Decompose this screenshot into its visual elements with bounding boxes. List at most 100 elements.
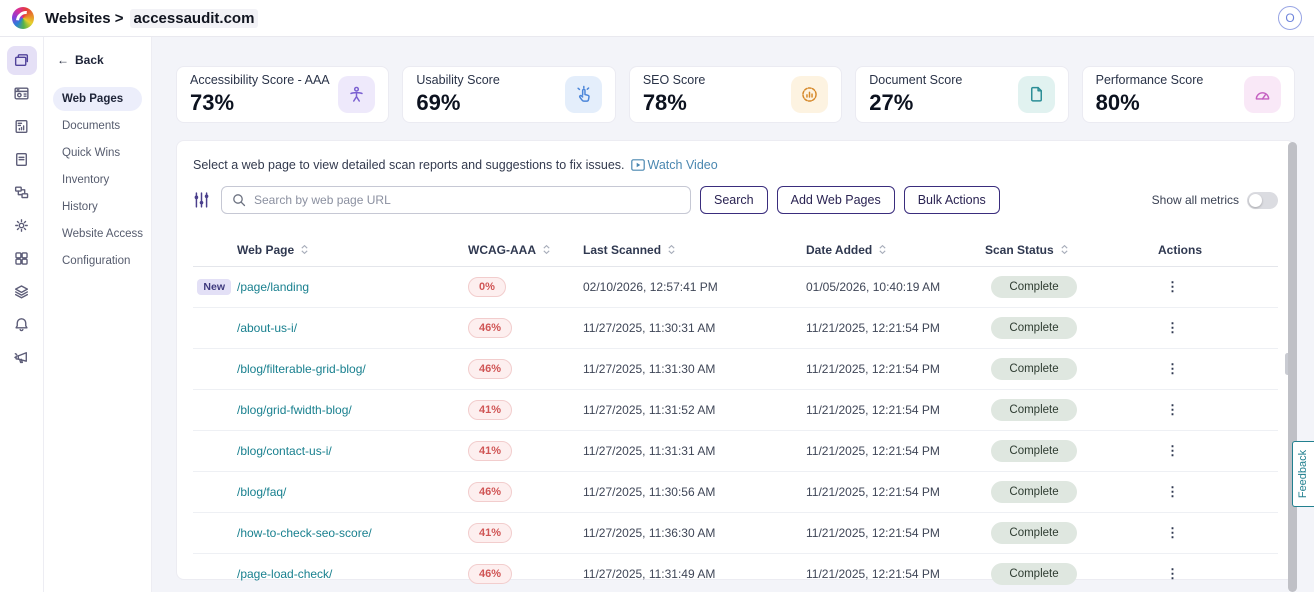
sitemap-icon[interactable] [7, 178, 37, 207]
web-pages-table: Web Page WCAG-AAA Last Scanned Date Adde… [193, 233, 1278, 592]
webpage-link[interactable]: /blog/grid-fwidth-blog/ [237, 403, 352, 417]
sidebar-item-configuration[interactable]: Configuration [62, 255, 131, 267]
column-header-date-added[interactable]: Date Added [806, 243, 985, 257]
card-label: Accessibility Score - AAA [190, 72, 330, 87]
card-value: 69% [416, 89, 461, 115]
accessibility-icon [338, 75, 376, 113]
last-scanned-value: 11/27/2025, 11:31:30 AM [583, 362, 716, 376]
row-actions-kebab-icon[interactable]: ⋮ [1166, 279, 1179, 294]
row-actions-kebab-icon[interactable]: ⋮ [1166, 484, 1179, 499]
row-actions-kebab-icon[interactable]: ⋮ [1166, 402, 1179, 417]
user-avatar[interactable]: O [1278, 6, 1302, 30]
report-icon[interactable] [7, 112, 37, 141]
webpage-link[interactable]: /blog/contact-us-i/ [237, 444, 332, 458]
sidebar-item-history[interactable]: History [62, 201, 98, 213]
row-actions-kebab-icon[interactable]: ⋮ [1166, 443, 1179, 458]
last-scanned-value: 11/27/2025, 11:31:52 AM [583, 403, 716, 417]
row-actions-kebab-icon[interactable]: ⋮ [1166, 525, 1179, 540]
scan-status-badge: Complete [991, 317, 1077, 339]
webpage-link[interactable]: /blog/filterable-grid-blog/ [237, 362, 366, 376]
show-all-metrics-label: Show all metrics [1151, 193, 1239, 207]
wcag-score-badge: 46% [468, 564, 513, 584]
wcag-score-badge: 46% [468, 318, 513, 338]
sidebar-item-inventory[interactable]: Inventory [62, 174, 110, 186]
scan-status-badge: Complete [991, 358, 1077, 380]
bell-icon[interactable] [7, 310, 37, 339]
table-row: /blog/contact-us-i/ 41% 11/27/2025, 11:3… [193, 431, 1278, 472]
sidebar-item-web-pages[interactable]: Web Pages [53, 87, 142, 111]
last-scanned-value: 11/27/2025, 11:36:30 AM [583, 526, 716, 540]
add-web-pages-button[interactable]: Add Web Pages [776, 186, 895, 214]
seo-score-card: SEO Score 78% [628, 66, 843, 123]
webpage-link[interactable]: /blog/faq/ [237, 485, 287, 499]
settings-icon[interactable] [7, 211, 37, 240]
sidebar-item-quick-wins[interactable]: Quick Wins [62, 147, 121, 159]
webpage-link[interactable]: /about-us-i/ [237, 321, 298, 335]
sidebar-item-website-access[interactable]: Website Access [62, 228, 143, 240]
breadcrumb-domain: accessaudit.com [129, 8, 259, 28]
row-actions-kebab-icon[interactable]: ⋮ [1166, 361, 1179, 376]
megaphone-icon[interactable] [7, 343, 37, 372]
pointer-click-icon [564, 75, 602, 113]
table-row: /blog/filterable-grid-blog/ 46% 11/27/20… [193, 349, 1278, 390]
sort-icon [667, 244, 676, 255]
last-scanned-value: 02/10/2026, 12:57:41 PM [583, 280, 718, 294]
sidebar-item-documents[interactable]: Documents [62, 120, 121, 132]
video-icon [630, 159, 645, 171]
scan-status-badge: Complete [991, 481, 1077, 503]
show-all-metrics-toggle[interactable] [1247, 191, 1278, 209]
search-icon [233, 194, 246, 207]
feedback-tab[interactable]: Feedback [1292, 441, 1314, 507]
last-scanned-value: 11/27/2025, 11:31:31 AM [583, 444, 716, 458]
app-logo-icon [12, 7, 34, 29]
apps-grid-icon[interactable] [7, 244, 37, 273]
column-header-wcag-aaa[interactable]: WCAG-AAA [462, 243, 583, 257]
date-added-value: 11/21/2025, 12:21:54 PM [806, 321, 940, 335]
breadcrumb-section: Websites > [45, 9, 124, 27]
column-header-last-scanned[interactable]: Last Scanned [583, 243, 806, 257]
row-actions-kebab-icon[interactable]: ⋮ [1166, 566, 1179, 581]
search-input[interactable] [254, 193, 680, 207]
column-header-web-page[interactable]: Web Page [237, 243, 462, 257]
page-scrollbar[interactable] [1288, 142, 1297, 592]
search-button[interactable]: Search [700, 186, 768, 214]
row-actions-kebab-icon[interactable]: ⋮ [1166, 320, 1179, 335]
web-pages-icon[interactable] [6, 46, 37, 75]
bulk-actions-button[interactable]: Bulk Actions [903, 186, 1000, 214]
watch-video-link[interactable]: Watch Video [630, 158, 718, 172]
webpage-link[interactable]: /page-load-check/ [237, 567, 333, 581]
date-added-value: 11/21/2025, 12:21:54 PM [806, 362, 940, 376]
wcag-score-badge: 46% [468, 359, 513, 379]
card-label: Document Score [869, 72, 963, 87]
panel-description: Select a web page to view detailed scan … [193, 158, 625, 172]
filter-icon[interactable] [193, 191, 210, 209]
scan-status-badge: Complete [991, 440, 1077, 462]
layers-icon[interactable] [7, 277, 37, 306]
webpage-link[interactable]: /page/landing [237, 280, 310, 294]
table-body: New /page/landing 0% 02/10/2026, 12:57:4… [193, 267, 1278, 592]
seo-badge-icon [791, 75, 829, 113]
sidebar: ← Back Web Pages Documents Quick Wins In… [44, 37, 152, 592]
dashboard-icon[interactable] [7, 79, 37, 108]
accessibility-score-card: Accessibility Score - AAA 73% [176, 66, 390, 123]
webpage-link[interactable]: /how-to-check-seo-score/ [237, 526, 372, 540]
table-row: /blog/grid-fwidth-blog/ 41% 11/27/2025, … [193, 390, 1278, 431]
scan-status-badge: Complete [991, 522, 1077, 544]
column-header-scan-status[interactable]: Scan Status [985, 243, 1158, 257]
page-title: Websites > accessaudit.com [45, 8, 259, 28]
card-label: Usability Score [416, 72, 500, 87]
table-row: /blog/faq/ 46% 11/27/2025, 11:30:56 AM 1… [193, 472, 1278, 513]
back-button[interactable]: ← Back [57, 53, 104, 67]
column-header-actions: Actions [1158, 242, 1203, 257]
back-arrow-icon: ← [57, 53, 69, 67]
table-row: /about-us-i/ 46% 11/27/2025, 11:30:31 AM… [193, 308, 1278, 349]
date-added-value: 11/21/2025, 12:21:54 PM [806, 526, 940, 540]
sort-icon [542, 244, 551, 255]
sort-icon [878, 244, 887, 255]
document-score-card: Document Score 27% [855, 66, 1069, 123]
scan-status-badge: Complete [991, 399, 1077, 421]
notes-icon[interactable] [7, 145, 37, 174]
table-scrollbar[interactable] [1285, 353, 1290, 375]
date-added-value: 11/21/2025, 12:21:54 PM [806, 403, 940, 417]
document-icon [1017, 75, 1055, 113]
